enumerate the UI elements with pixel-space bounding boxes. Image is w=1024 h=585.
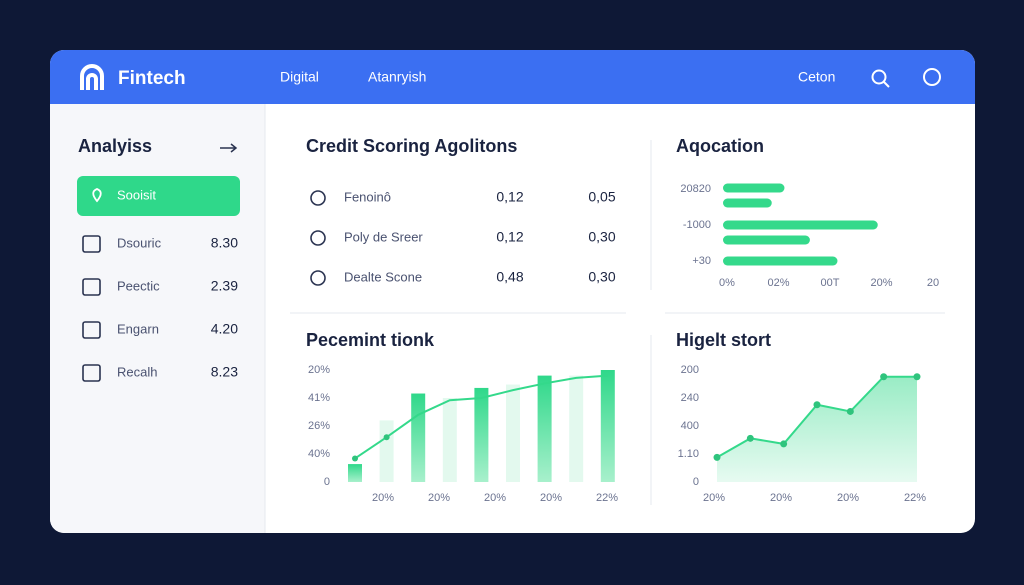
x-label: 20% [540, 492, 562, 504]
nav-link[interactable]: Digital [280, 69, 319, 85]
point [746, 434, 754, 442]
point [913, 373, 921, 381]
y-label: +30 [692, 255, 711, 267]
bar [537, 375, 552, 482]
point [352, 455, 358, 462]
y-label: 400 [681, 420, 699, 432]
pin-icon [92, 188, 102, 203]
sidebar-bg [50, 104, 265, 533]
item-value: 8.23 [211, 364, 238, 380]
header-bar [50, 50, 975, 104]
panel-title: Credit Scoring Agolitons [306, 136, 517, 156]
active-item[interactable] [77, 176, 240, 216]
point [780, 440, 788, 448]
point [813, 401, 821, 409]
x-label: 0% [719, 277, 735, 289]
item-label[interactable]: Engarn [117, 321, 159, 336]
y-label: 0 [324, 476, 330, 488]
logo [80, 64, 104, 90]
point [846, 407, 854, 415]
row-name: Fenoinô [344, 189, 391, 204]
y-label: 200 [681, 364, 699, 376]
bar [506, 384, 520, 482]
x-label: 22% [596, 492, 618, 504]
x-label: 20% [870, 277, 892, 289]
point [713, 453, 721, 461]
area [717, 376, 917, 482]
card [50, 50, 975, 533]
search-icon[interactable] [871, 69, 890, 88]
bar [379, 420, 394, 482]
x-label: 20 [927, 277, 939, 289]
x-label: 20% [428, 492, 450, 504]
bar [723, 183, 785, 193]
item-label[interactable]: Recalh [117, 364, 157, 379]
chat-icon[interactable] [923, 68, 941, 86]
y-label: 40% [308, 448, 330, 460]
row-icon [310, 190, 326, 206]
y-label: 1.10 [678, 448, 699, 460]
bar [474, 387, 489, 482]
item-icon [82, 321, 101, 339]
y-label: 41% [308, 392, 330, 404]
y-label: 240 [681, 392, 699, 404]
item-label[interactable]: Dsouric [117, 235, 162, 250]
row-icon [310, 270, 326, 286]
bar [411, 393, 426, 482]
active-label: Sooisit [117, 187, 156, 202]
y-label: 0 [693, 476, 699, 488]
x-label: 20% [837, 492, 859, 504]
x-label: 20% [703, 492, 725, 504]
item-icon [82, 278, 101, 296]
row-value: 0,30 [588, 269, 615, 285]
x-label: 22% [904, 492, 926, 504]
panel-title: Aqocation [676, 136, 764, 156]
x-label: 00T [821, 277, 840, 289]
x-label: 20% [372, 492, 394, 504]
item-value: 8.30 [211, 235, 238, 251]
x-label: 20% [484, 492, 506, 504]
y-label: 20% [308, 364, 330, 376]
bar [442, 398, 457, 482]
row-value: 0,12 [496, 189, 523, 205]
y-label: 20820 [680, 183, 711, 195]
bar [723, 256, 838, 266]
bar [569, 375, 584, 482]
nav-link[interactable]: Atanryish [368, 69, 426, 85]
row-value: 0,05 [588, 189, 615, 205]
x-label: 02% [767, 277, 789, 289]
x-label: 20% [770, 492, 792, 504]
row-name: Dealte Scone [344, 269, 422, 284]
sidebar-title: Analyiss [78, 136, 152, 156]
bar [723, 220, 878, 230]
bar [600, 370, 615, 482]
row-icon [310, 230, 326, 246]
line [354, 374, 608, 460]
panel-title: Pecemint tionk [306, 330, 435, 350]
item-icon [82, 364, 101, 382]
bar [723, 198, 772, 208]
item-icon [82, 235, 101, 253]
row-name: Poly de Sreer [344, 229, 423, 244]
brand: Fintech [118, 68, 186, 89]
y-label: -1000 [683, 219, 711, 231]
bar [348, 464, 362, 482]
item-value: 4.20 [211, 321, 238, 337]
point [383, 434, 390, 441]
y-label: 26% [308, 420, 330, 432]
row-value: 0,30 [588, 229, 615, 245]
nav-link[interactable]: Ceton [798, 69, 835, 85]
item-value: 2.39 [211, 278, 238, 294]
arrow-icon[interactable] [220, 143, 238, 153]
bar [723, 235, 810, 245]
row-value: 0,12 [496, 229, 523, 245]
panel-title: Higelt stort [676, 330, 771, 350]
row-value: 0,48 [496, 269, 523, 285]
point [880, 373, 888, 381]
item-label[interactable]: Pеectic [117, 278, 160, 293]
